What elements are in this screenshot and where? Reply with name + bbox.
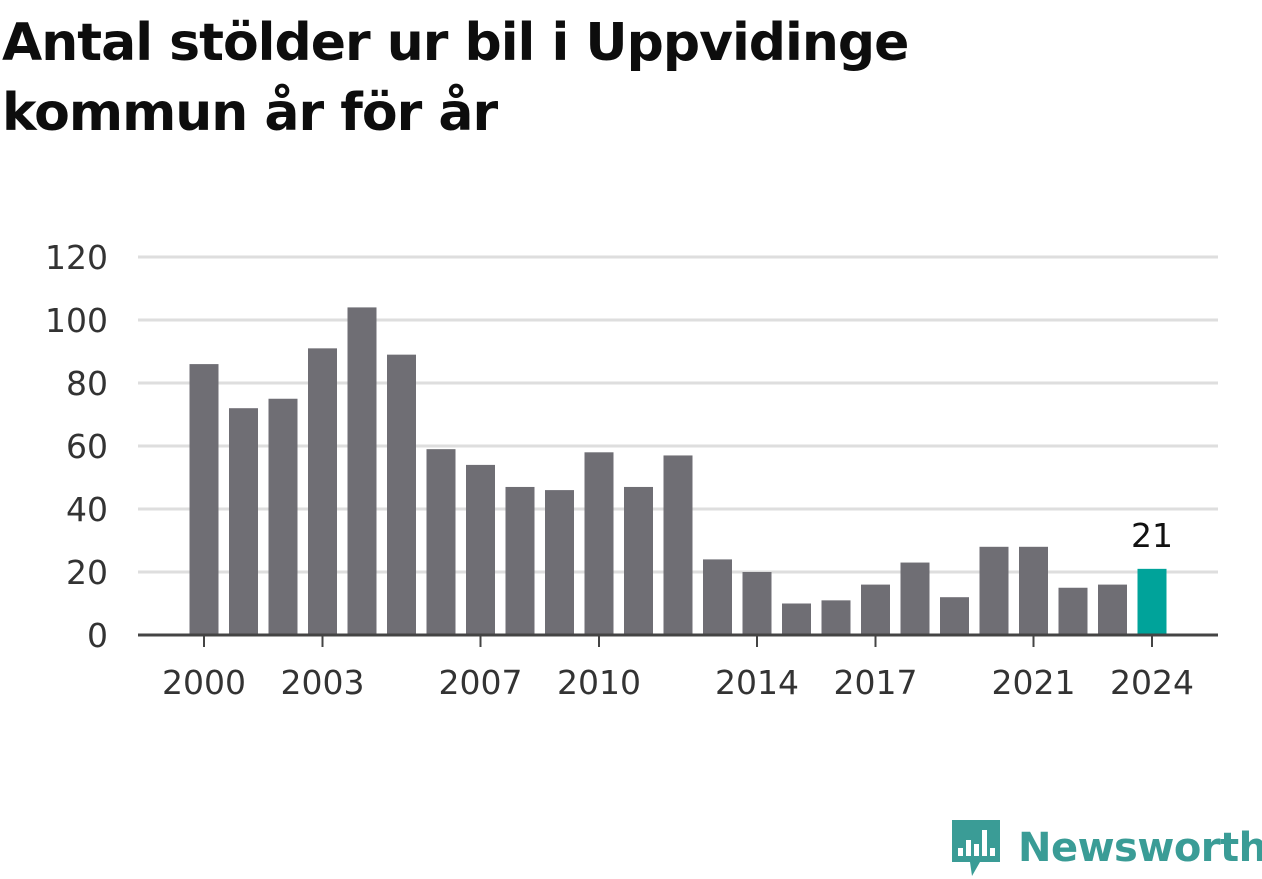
bar-highlight	[1137, 568, 1167, 635]
x-tick-label: 2007	[439, 663, 523, 702]
bar	[900, 562, 930, 635]
bar	[229, 408, 258, 635]
newsworthy-logo: Newsworthy	[950, 818, 1262, 878]
bar	[426, 449, 456, 635]
x-tick-label: 2014	[715, 663, 799, 702]
y-tick-label: 40	[66, 490, 108, 529]
y-tick-label: 60	[66, 427, 108, 466]
bar	[387, 354, 416, 635]
bar	[505, 486, 535, 635]
y-tick-label: 20	[66, 553, 108, 592]
bar	[584, 452, 614, 635]
chart-title: Antal stölder ur bil i Uppvidinge kommun…	[2, 13, 909, 143]
bar	[821, 600, 851, 635]
x-axis: 2000 2003 2007 2010 2014 2017 2021 2024	[138, 633, 1218, 702]
x-tick-label: 2003	[281, 663, 365, 702]
bar	[861, 584, 890, 635]
bar	[663, 455, 693, 635]
bar	[347, 307, 377, 635]
bar	[545, 490, 574, 635]
data-labels: 21	[1131, 516, 1173, 555]
y-tick-label: 0	[87, 616, 108, 655]
bar	[703, 559, 732, 635]
bar	[1098, 584, 1127, 635]
bar	[1058, 587, 1088, 635]
bar	[979, 546, 1009, 635]
bars	[189, 307, 1167, 635]
bar	[189, 364, 219, 635]
y-tick-label: 120	[45, 238, 108, 277]
x-tick-label: 2010	[557, 663, 641, 702]
y-tick-label: 80	[66, 364, 108, 403]
x-tick-label: 2000	[162, 663, 246, 702]
y-axis-ticks: 0 20 40 60 80 100 120	[45, 238, 108, 655]
bar-chart-speech-bubble-icon	[952, 820, 1000, 876]
y-tick-label: 100	[45, 301, 108, 340]
bar	[624, 486, 653, 635]
x-tick-label: 2017	[834, 663, 918, 702]
bar	[268, 398, 298, 635]
bar	[1019, 546, 1048, 635]
bar	[466, 464, 495, 635]
x-tick-label: 2021	[992, 663, 1076, 702]
brand-name: Newsworthy	[1018, 825, 1262, 871]
bar-chart: 0 20 40 60 80 100 120 2000 2003 2007 2010 2014 2017…	[45, 238, 1218, 702]
x-tick-label: 2024	[1110, 663, 1194, 702]
bar	[782, 603, 811, 635]
bar	[742, 572, 772, 635]
data-label: 21	[1131, 516, 1173, 555]
bar	[308, 348, 337, 635]
bar	[940, 597, 969, 635]
